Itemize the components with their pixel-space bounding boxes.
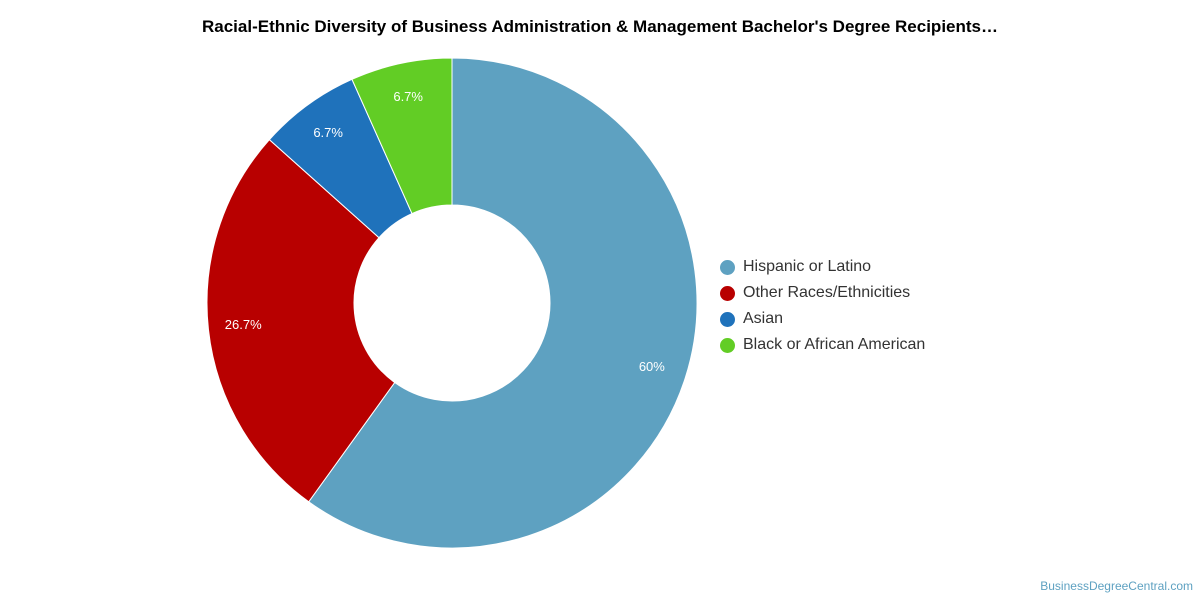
legend-item-asian[interactable]: Asian [720,306,925,332]
legend-item-hispanic-or-latino[interactable]: Hispanic or Latino [720,254,925,280]
legend-swatch [720,311,735,327]
legend-swatch [720,259,735,275]
legend-item-other-races-ethnicities[interactable]: Other Races/Ethnicities [720,280,925,306]
legend-label: Hispanic or Latino [743,258,872,275]
legend-label: Asian [743,310,784,327]
slice-hispanic-or-latino[interactable] [308,57,698,549]
chart-title: Racial-Ethnic Diversity of Business Admi… [201,17,998,36]
slice-label-other-races-ethnicities: 26.7% [225,317,262,332]
slices-group [206,57,698,549]
legend-swatch [720,337,735,353]
slice-label-asian: 6.7% [313,125,343,140]
slice-other-races-ethnicities[interactable] [206,138,396,503]
legend-label: Black or African American [743,336,926,353]
slice-label-hispanic-or-latino: 60% [639,359,665,374]
legend-item-black-or-african-american[interactable]: Black or African American [720,332,925,358]
legend: Hispanic or Latino Other Races/Ethnicitie… [720,254,925,358]
legend-label: Other Races/Ethnicities [743,284,911,301]
source-credit[interactable]: BusinessDegreeCentral.com [1040,579,1193,593]
slice-label-black-or-african-american: 6.7% [393,89,423,104]
slice-labels-group: 60% 26.7% 6.7% 6.7% [225,89,665,374]
slice-black-or-african-american[interactable] [351,57,453,215]
legend-swatch [720,285,735,301]
